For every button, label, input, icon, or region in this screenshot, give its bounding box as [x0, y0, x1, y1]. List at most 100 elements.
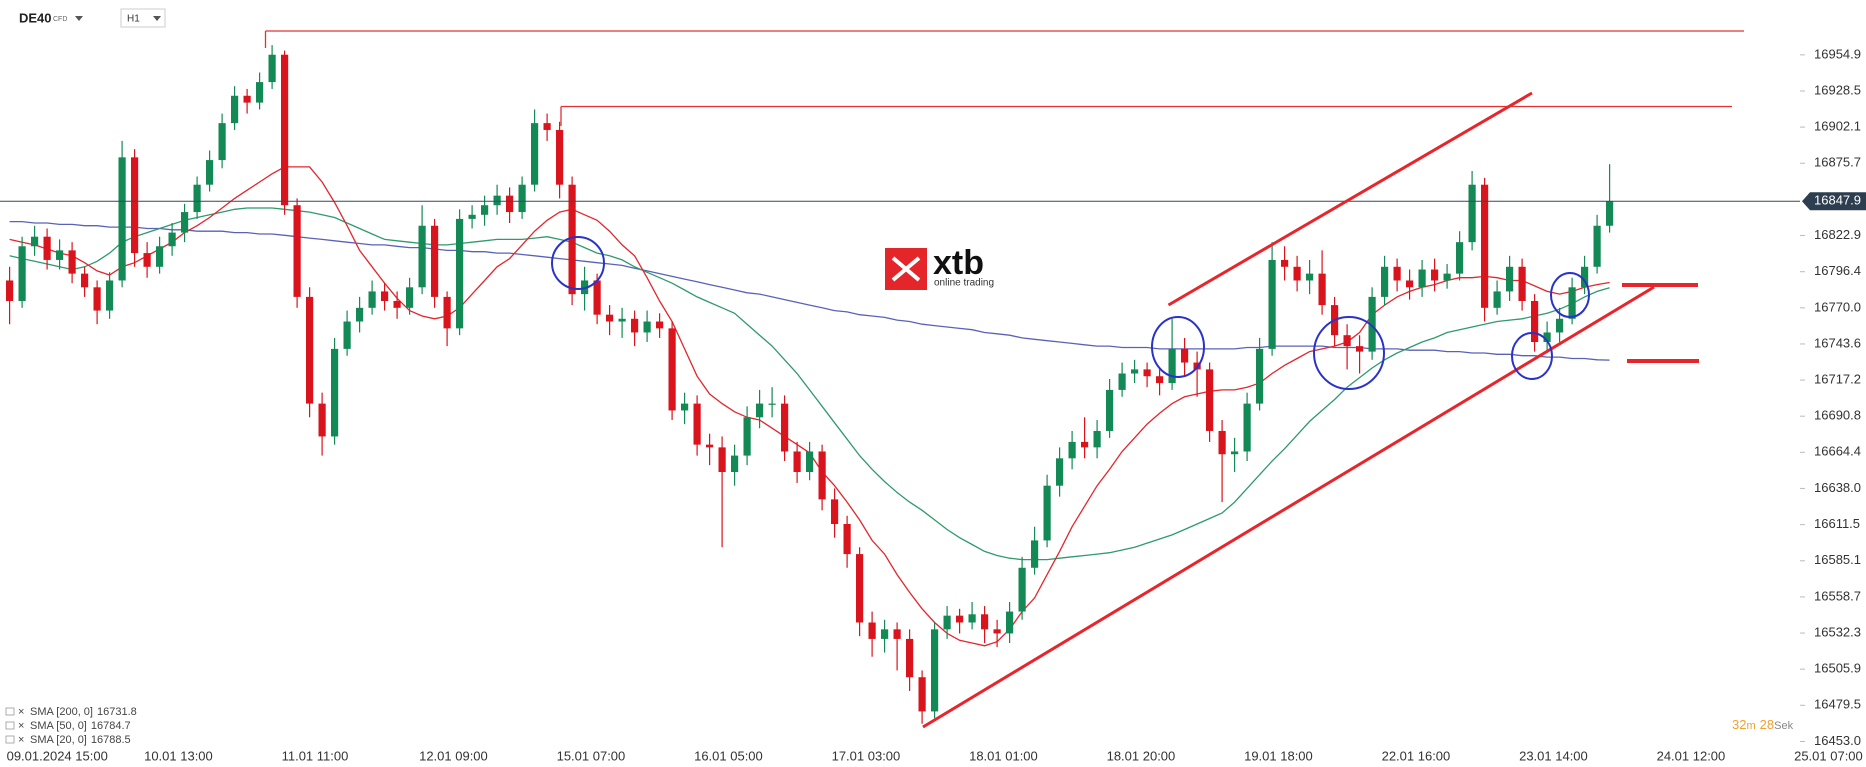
- candle-body: [1118, 373, 1126, 390]
- legend-icon: [5, 707, 15, 716]
- logo-brand: xtb: [933, 244, 984, 282]
- candle-body: [718, 447, 726, 473]
- candle-body: [531, 123, 539, 185]
- candle-body: [1481, 184, 1489, 308]
- y-tick-label: 16902.1: [1814, 119, 1861, 134]
- candle-body: [156, 246, 164, 267]
- candle-body: [818, 451, 826, 500]
- current-price-label: 16847.9: [1814, 193, 1861, 208]
- candle-body: [631, 318, 639, 333]
- candle-body: [1268, 259, 1276, 349]
- symbol-dropdown[interactable]: [75, 16, 83, 21]
- candle-body: [656, 321, 664, 329]
- candle-body: [1556, 318, 1564, 333]
- candle-body: [1181, 348, 1189, 363]
- candle-body: [593, 280, 601, 315]
- timeframe-dropdown[interactable]: [153, 16, 161, 21]
- y-tick-label: 16717.2: [1814, 372, 1861, 387]
- candle-body: [1106, 389, 1114, 431]
- candle-body: [618, 318, 626, 322]
- sma-line: [9, 207, 1610, 561]
- candle-body: [643, 321, 651, 333]
- candle-body: [781, 403, 789, 452]
- x-tick-label: 22.01 16:00: [1382, 748, 1451, 763]
- candle-body: [931, 629, 939, 712]
- candle-body: [206, 160, 214, 185]
- candle-body: [1018, 567, 1026, 612]
- candle-body: [918, 677, 926, 712]
- y-tick-label: 16796.4: [1814, 263, 1861, 278]
- candle-body: [131, 157, 139, 254]
- candle-body: [1318, 273, 1326, 306]
- candle-body: [1518, 266, 1526, 301]
- candle-body: [906, 638, 914, 678]
- candle-body: [1006, 611, 1014, 634]
- candle-body: [506, 195, 514, 213]
- candle-body: [756, 403, 764, 418]
- candle-body: [806, 451, 814, 473]
- candle-body: [1606, 201, 1614, 226]
- y-tick-label: 16743.6: [1814, 335, 1861, 350]
- y-tick-label: 16453.0: [1814, 733, 1861, 748]
- symbol[interactable]: DE40: [19, 10, 52, 25]
- x-tick-label: 17.01 03:00: [832, 748, 901, 763]
- candle-body: [1056, 458, 1064, 486]
- y-tick-label: 16954.9: [1814, 46, 1861, 61]
- candle-body: [68, 250, 76, 274]
- candle-body: [493, 195, 501, 206]
- candle-body: [1406, 280, 1414, 288]
- candle-body: [1568, 287, 1576, 319]
- x-tick-label: 19.01 18:00: [1244, 748, 1313, 763]
- candle-body: [106, 280, 114, 311]
- candle-body: [1068, 441, 1076, 459]
- x-tick-label: 24.01 12:00: [1657, 748, 1726, 763]
- candle-body: [706, 444, 714, 448]
- candle-body: [168, 232, 176, 247]
- instrument-type: CFD: [53, 16, 67, 23]
- highlight-circle: [1151, 316, 1205, 378]
- candle-body: [1043, 485, 1051, 541]
- x-tick-label: 15.01 07:00: [557, 748, 626, 763]
- candle-body: [243, 95, 251, 103]
- sma-line: [9, 220, 1610, 361]
- plot: 16954.9 16928.5 16902.1 16875.7 16822.9 16796…: [0, 45, 1866, 763]
- candle-body: [868, 622, 876, 639]
- candle-body: [1081, 441, 1089, 448]
- candle-body: [1543, 332, 1551, 343]
- candle-body: [1443, 273, 1451, 281]
- candle-body: [1231, 451, 1239, 455]
- highlight-circle: [1313, 316, 1385, 390]
- candle-body: [1381, 266, 1389, 297]
- candle-body: [1206, 369, 1214, 431]
- highlight-circle: [551, 236, 605, 290]
- candle-body: [93, 287, 101, 311]
- y-tick-label: 16770.0: [1814, 299, 1861, 314]
- x-tick-label: 18.01 01:00: [969, 748, 1038, 763]
- logo-x: [891, 256, 921, 282]
- y-tick-label: 16558.7: [1814, 588, 1861, 603]
- candle-body: [231, 95, 239, 124]
- candle-body: [1218, 430, 1226, 455]
- candle-body: [843, 523, 851, 555]
- timeframe-box[interactable]: [120, 8, 166, 28]
- candle-body: [368, 291, 376, 308]
- y-tick-label: 16505.9: [1814, 661, 1861, 676]
- y-tick-label: 16638.0: [1814, 480, 1861, 495]
- highlight-circle: [1550, 272, 1590, 318]
- candle-body: [543, 123, 551, 130]
- legend-close: ×: [18, 706, 24, 718]
- y-tick-label: 16928.5: [1814, 82, 1861, 97]
- candle-body: [881, 629, 889, 639]
- y-tick-label: 16664.4: [1814, 444, 1861, 459]
- candle-body: [993, 629, 1001, 634]
- logo-tagline: online trading: [934, 278, 994, 289]
- timeframe[interactable]: H1: [127, 14, 140, 25]
- legend-entry: SMA [20, 0] 16788.5: [30, 734, 131, 746]
- candle-body: [1506, 266, 1514, 292]
- candle-body: [443, 296, 451, 329]
- candle-body: [831, 499, 839, 524]
- candle-body: [768, 403, 776, 405]
- candle-body: [318, 403, 326, 437]
